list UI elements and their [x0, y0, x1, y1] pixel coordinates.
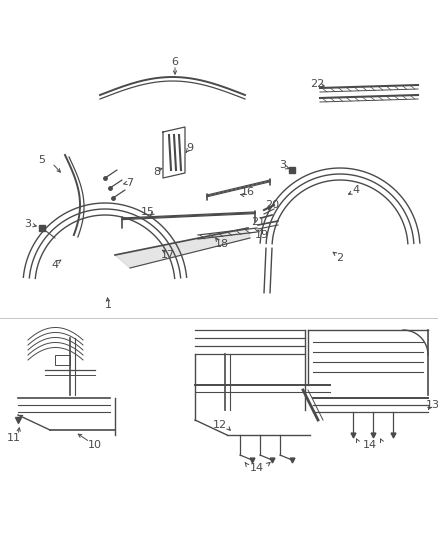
- Text: 13: 13: [426, 400, 438, 410]
- Text: 15: 15: [141, 207, 155, 217]
- Text: 3: 3: [279, 160, 286, 170]
- Text: 4: 4: [353, 185, 360, 195]
- Text: 2: 2: [336, 253, 343, 263]
- Text: 14: 14: [250, 463, 264, 473]
- Text: 18: 18: [215, 239, 229, 249]
- Polygon shape: [115, 228, 250, 268]
- Text: 5: 5: [39, 155, 46, 165]
- Text: 21: 21: [251, 217, 265, 227]
- Text: 1: 1: [105, 300, 112, 310]
- Text: 14: 14: [363, 440, 377, 450]
- Text: 4: 4: [51, 260, 59, 270]
- Text: 20: 20: [265, 200, 279, 210]
- Text: 17: 17: [161, 250, 175, 260]
- Text: 22: 22: [310, 79, 324, 89]
- Text: 16: 16: [241, 187, 255, 197]
- Text: 11: 11: [7, 433, 21, 443]
- Text: 7: 7: [127, 178, 134, 188]
- Text: 8: 8: [153, 167, 161, 177]
- Text: 19: 19: [255, 230, 269, 240]
- Text: 12: 12: [213, 420, 227, 430]
- Text: 10: 10: [88, 440, 102, 450]
- Text: 3: 3: [25, 219, 32, 229]
- Text: 9: 9: [187, 143, 194, 153]
- Text: 6: 6: [172, 57, 179, 67]
